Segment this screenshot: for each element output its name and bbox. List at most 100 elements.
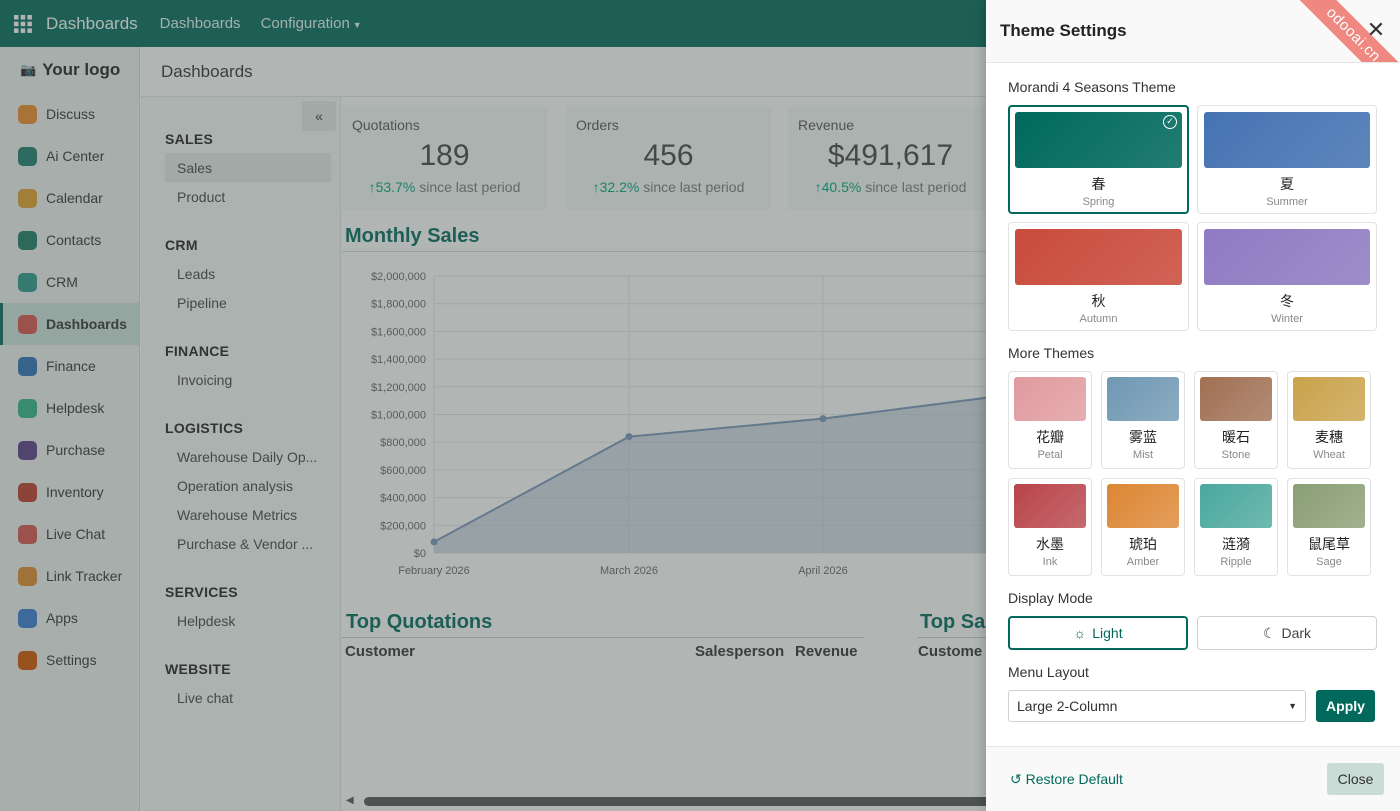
modal-backdrop[interactable] [0,0,986,811]
collapse-button[interactable]: « [302,101,336,131]
submenu-item[interactable]: Operation analysis [177,477,293,494]
theme-swatch [1293,484,1365,528]
kpi-value: 456 [643,139,694,172]
sidebar-item-apps[interactable]: Apps [0,597,139,639]
theme-card-stone[interactable]: 暖石 Stone [1194,371,1278,469]
theme-card-summer[interactable]: 夏 Summer [1197,105,1377,214]
theme-name-cn: 暖石 [1222,429,1250,445]
dark-mode-button[interactable]: ☾ Dark [1197,616,1377,650]
close-icon[interactable]: ✕ [1366,17,1386,42]
close-button[interactable]: Close [1327,763,1384,795]
sidebar-item-link-tracker[interactable]: Link Tracker [0,555,139,597]
apply-button[interactable]: Apply [1316,690,1375,722]
sidebar-item-settings[interactable]: Settings [0,639,139,681]
sales-area [434,397,986,553]
theme-card-ripple[interactable]: 涟漪 Ripple [1194,478,1278,576]
sidebar-item-finance[interactable]: Finance [0,345,139,387]
sidebar-item-crm[interactable]: CRM [0,261,139,303]
nav-configuration[interactable]: Configuration ▼ [261,15,362,32]
theme-name-en: Amber [1126,556,1160,568]
kpi-trend: ↑32.2% since last period [576,179,761,195]
submenu-item[interactable]: Purchase & Vendor ... [177,535,314,552]
col-customer-sales: Custome [918,643,983,660]
y-tick-label: $1,200,000 [371,382,426,394]
theme-name-cn: 春 [1091,176,1106,192]
submenu-item[interactable]: Warehouse Daily Op... [177,448,318,465]
theme-card-wheat[interactable]: 麦穗 Wheat [1287,371,1371,469]
sidebar-item-contacts[interactable]: Contacts [0,219,139,261]
submenu-item[interactable]: Sales [165,153,331,182]
sidebar-item-label: Link Tracker [46,568,123,584]
sidebar-item-inventory[interactable]: Inventory [0,471,139,513]
sidebar-item-calendar[interactable]: Calendar [0,177,139,219]
theme-card-petal[interactable]: 花瓣 Petal [1008,371,1092,469]
menu-layout-label: Menu Layout [1008,664,1089,680]
theme-swatch [1107,377,1179,421]
sidebar-item-discuss[interactable]: Discuss [0,93,139,135]
caret-down-icon: ▼ [352,20,362,30]
theme-card-mist[interactable]: 雾蓝 Mist [1101,371,1185,469]
sales-point [430,538,438,546]
company-logo[interactable]: 📷 Your logo [0,47,139,93]
theme-swatch [1200,377,1272,421]
sidebar-item-dashboards[interactable]: Dashboards [0,303,139,345]
theme-swatch [1200,484,1272,528]
sidebar-item-ai-center[interactable]: Ai Center [0,135,139,177]
theme-card-ink[interactable]: 水墨 Ink [1008,478,1092,576]
top-sales-title: Top Sa [920,611,986,633]
finance-icon [18,356,37,376]
theme-name-en: Ink [1042,556,1058,568]
submenu-item[interactable]: Pipeline [177,294,227,311]
submenu-item[interactable]: Helpdesk [177,612,236,629]
more-themes-label: More Themes [1008,345,1095,361]
theme-card-sage[interactable]: 鼠尾草 Sage [1287,478,1371,576]
theme-settings-panel: Theme Settings odooai.cn ✕ Morandi 4 Sea… [986,0,1400,811]
moon-icon: ☾ [1262,624,1276,641]
restore-default-button[interactable]: ↺ Restore Default [1010,771,1123,788]
sales-point [819,415,827,423]
submenu-item[interactable]: Leads [177,265,216,282]
restore-icon: ↺ [1010,770,1026,787]
theme-card-spring[interactable]: ✓ 春 Spring [1008,105,1189,214]
menu-layout-select[interactable]: Large 2-Column ▼ [1008,690,1306,722]
theme-card-amber[interactable]: 琥珀 Amber [1101,478,1185,576]
light-mode-button[interactable]: ☼ Light [1008,616,1188,650]
submenu-item[interactable]: Product [177,188,226,205]
submenu-section-logistics: LOGISTICS [165,420,244,436]
theme-name-cn: 花瓣 [1036,429,1064,445]
y-tick-label: $800,000 [380,437,426,449]
menu-layout-row: Large 2-Column ▼ Apply [1008,690,1378,722]
trend-up-icon: ↑ [814,179,822,195]
theme-card-autumn[interactable]: 秋 Autumn [1008,222,1189,331]
submenu-section-crm: CRM [165,237,198,253]
theme-name-cn: 水墨 [1036,536,1064,552]
submenu-item[interactable]: Warehouse Metrics [177,506,298,523]
chevron-down-icon: ▼ [1288,701,1297,711]
submenu-item[interactable]: Live chat [177,689,234,706]
nav-dashboards[interactable]: Dashboards [159,15,241,32]
theme-card-winter[interactable]: 冬 Winter [1197,222,1377,331]
crm-icon [18,272,37,292]
sidebar-item-helpdesk[interactable]: Helpdesk [0,387,139,429]
theme-name-en: Petal [1037,449,1063,461]
scrollbar-thumb[interactable] [364,797,986,806]
breadcrumb-current: Dashboards [161,61,253,81]
kpi-label: Orders [576,117,619,133]
submenu-section-website: WEBSITE [165,661,231,677]
y-tick-label: $200,000 [380,520,426,532]
app-name[interactable]: Dashboards [46,13,138,33]
trend-up-icon: ↑ [368,179,376,195]
ai-center-icon [18,146,37,166]
submenu-item[interactable]: Invoicing [177,371,233,388]
sidebar-item-purchase[interactable]: Purchase [0,429,139,471]
y-tick-label: $400,000 [380,493,426,505]
sidebar-item-live-chat[interactable]: Live Chat [0,513,139,555]
theme-name-cn: 涟漪 [1222,536,1250,552]
scroll-left-icon[interactable]: ◀ [346,795,354,806]
horizontal-scrollbar[interactable]: ◀ [342,794,986,808]
theme-name-cn: 冬 [1280,293,1294,309]
app-grid-icon[interactable] [0,0,46,47]
kpi-card-orders: Orders 456 ↑32.2% since last period [566,107,771,210]
monthly-sales-title: Monthly Sales [345,225,480,247]
sidebar-item-label: Ai Center [46,148,105,164]
